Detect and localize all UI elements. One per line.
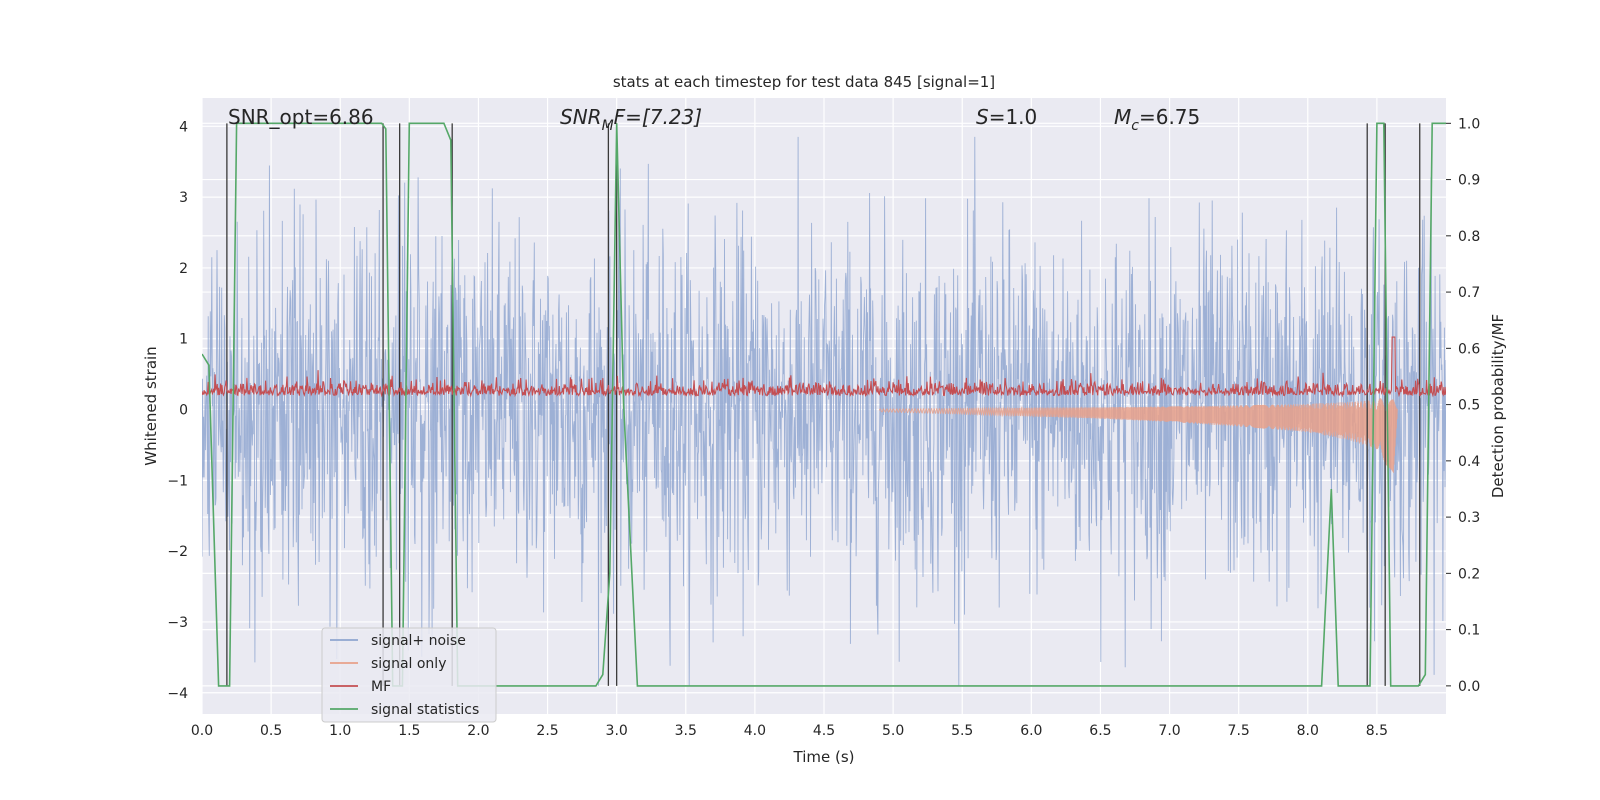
x-tick-label: 5.0: [882, 723, 904, 739]
annotation-mc-sub: c: [1131, 118, 1139, 134]
y-tick-label: −1: [167, 473, 188, 489]
annotation-snr-mf-rest: F=[7.23]: [614, 105, 702, 129]
annotation-mc-value: =6.75: [1139, 105, 1200, 129]
y-tick-label: 3: [179, 190, 188, 206]
x-tick-label: 7.5: [1228, 723, 1250, 739]
x-tick-label: 3.5: [675, 723, 697, 739]
x-tick-label: 4.5: [813, 723, 835, 739]
x-tick-label: 4.0: [744, 723, 766, 739]
y2-tick-label: 0.9: [1458, 173, 1480, 189]
data-layer: [202, 122, 1446, 687]
legend-label-signal-only: signal only: [371, 656, 446, 672]
annotation-snr-mf: SNRMF=[7.23]: [560, 105, 702, 134]
y-tick-label: 0: [179, 403, 188, 419]
y-tick-label: −4: [167, 686, 188, 702]
series-mf: [202, 336, 1446, 398]
y-axis-label: Whitened strain: [142, 346, 160, 465]
x-tick-label: 1.5: [398, 723, 420, 739]
annotation-snr-opt: SNR_opt=6.86: [228, 105, 374, 129]
x-axis-label: Time (s): [793, 748, 855, 766]
x-tick-label: 7.0: [1158, 723, 1180, 739]
y2-tick-label: 0.5: [1458, 398, 1480, 414]
annotation-s-symbol: S: [976, 105, 989, 129]
annotation-s-value: =1.0: [989, 105, 1038, 129]
y2-tick-label: 1.0: [1458, 116, 1480, 132]
y-tick-label: −2: [167, 544, 188, 560]
legend-label-mf: MF: [371, 679, 391, 695]
legend-label-signal-statistics: signal statistics: [371, 702, 479, 718]
y2-tick-label: 0.3: [1458, 510, 1480, 526]
y2-tick-label: 0.8: [1458, 229, 1480, 245]
y-tick-label: 4: [179, 119, 188, 135]
legend-box: [321, 627, 497, 723]
y2-tick-label: 0.0: [1458, 679, 1480, 695]
y2-tick-label: 0.4: [1458, 454, 1480, 470]
x-tick-label: 0.5: [260, 723, 282, 739]
series-signal-statistics: [202, 122, 1446, 687]
y2-tick-label: 0.7: [1458, 285, 1480, 301]
y-tick-label: −3: [167, 615, 188, 631]
y2-tick-labels: 1.0 0.9 0.8 0.7 0.6 0.5 0.4 0.3 0.2 0.1 0.0: [1446, 116, 1480, 695]
x-tick-label: 6.0: [1020, 723, 1042, 739]
x-tick-label: 1.0: [329, 723, 351, 739]
x-tick-label: 6.5: [1089, 723, 1111, 739]
annotation-mc-symbol: M: [1114, 105, 1131, 129]
legend: signal+ noise signal only MF signal stat…: [321, 627, 497, 723]
annotation-snr-mf-main: SNR: [560, 105, 602, 129]
x-tick-labels: 0.0 0.5 1.0 1.5 2.0 2.5 3.0 3.5 4.0 4.5 5.0 5.5 6.0 6…: [191, 723, 1388, 739]
y2-axis-label: Detection probability/MF: [1489, 314, 1507, 498]
x-tick-label: 2.0: [467, 723, 489, 739]
legend-label-signal-noise: signal+ noise: [371, 633, 466, 649]
y2-tick-label: 0.1: [1458, 623, 1480, 639]
chart-title: stats at each timestep for test data 845…: [613, 73, 995, 91]
annotation-snr-mf-sub: M: [602, 118, 614, 134]
x-tick-label: 3.0: [606, 723, 628, 739]
x-tick-label: 8.0: [1297, 723, 1319, 739]
x-tick-label: 5.5: [951, 723, 973, 739]
y-tick-labels: 4 3 2 1 0 −1 −2 −3 −4: [167, 119, 188, 701]
annotation-s: S=1.0: [976, 105, 1037, 129]
y-tick-label: 2: [179, 261, 188, 277]
y2-tick-label: 0.6: [1458, 341, 1480, 357]
y-tick-label: 1: [179, 332, 188, 348]
x-tick-label: 0.0: [191, 723, 213, 739]
y2-tick-label: 0.2: [1458, 566, 1480, 582]
x-tick-label: 8.5: [1366, 723, 1388, 739]
x-tick-label: 2.5: [536, 723, 558, 739]
series-signal-noise: [202, 136, 1446, 686]
series-signal-only: [878, 398, 1398, 473]
annotation-mc: Mc=6.75: [1114, 105, 1200, 134]
